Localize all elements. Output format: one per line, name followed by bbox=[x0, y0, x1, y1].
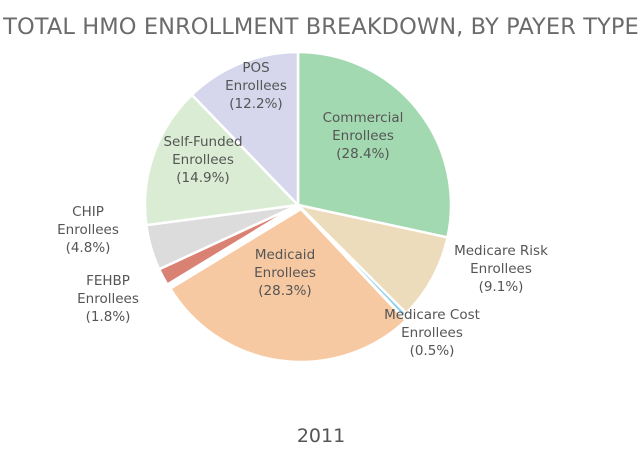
slice-label-line: POS bbox=[242, 60, 269, 76]
labels-layer: Commercial Enrollees (28.4%) Medicare Risk E… bbox=[57, 60, 548, 359]
pie-slice-medicaid bbox=[168, 207, 408, 364]
slice-label-medicare-cost: Medicare Cost Enrollees (0.5%) bbox=[384, 307, 480, 359]
slice-label-line: CHIP bbox=[72, 204, 104, 220]
chart-caption: 2011 bbox=[296, 425, 346, 447]
chart-title: TOTAL HMO ENROLLMENT BREAKDOWN, BY PAYER… bbox=[3, 14, 639, 40]
slice-label-line: Enrollees bbox=[401, 325, 463, 341]
slice-label-medicaid: Medicaid Enrollees (28.3%) bbox=[254, 247, 316, 299]
slice-label-line: Enrollees bbox=[172, 152, 234, 168]
slice-label-pos: POS Enrollees (12.2%) bbox=[225, 60, 287, 112]
slices-layer bbox=[143, 50, 453, 364]
slice-label-line: Commercial bbox=[323, 110, 404, 126]
slice-label-line: Enrollees bbox=[254, 265, 316, 281]
slice-label-line: Medicare Risk bbox=[454, 243, 548, 259]
slice-label-line: Medicare Cost bbox=[384, 307, 480, 323]
pie-slice-medicare-risk bbox=[294, 202, 450, 315]
slice-label-line: Enrollees bbox=[332, 128, 394, 144]
pie-slice-pos bbox=[190, 50, 300, 209]
slice-label-line: Enrollees bbox=[470, 261, 532, 277]
slice-label-line: Medicaid bbox=[255, 247, 315, 263]
slice-label-line: Self-Funded bbox=[163, 134, 242, 150]
slice-label-chip: CHIP Enrollees (4.8%) bbox=[57, 204, 119, 256]
slice-label-fehbp: FEHBP Enrollees (1.8%) bbox=[77, 273, 139, 325]
pie-slice-commercial bbox=[296, 50, 453, 239]
slice-label-line: (28.3%) bbox=[258, 283, 311, 299]
slice-label-line: (14.9%) bbox=[176, 170, 229, 186]
slice-label-line: Enrollees bbox=[225, 78, 287, 94]
slice-label-medicare-risk: Medicare Risk Enrollees (9.1%) bbox=[454, 243, 548, 295]
slice-label-commercial: Commercial Enrollees (28.4%) bbox=[323, 110, 404, 162]
slice-label-line: (4.8%) bbox=[66, 240, 111, 256]
slice-label-line: Enrollees bbox=[57, 222, 119, 238]
slice-label-line: (0.5%) bbox=[410, 343, 455, 359]
slice-label-line: Enrollees bbox=[77, 291, 139, 307]
slice-label-line: (1.8%) bbox=[86, 309, 131, 325]
slice-label-line: FEHBP bbox=[86, 273, 130, 289]
slice-label-self-funded: Self-Funded Enrollees (14.9%) bbox=[163, 134, 242, 186]
slice-label-line: (9.1%) bbox=[479, 279, 524, 295]
slice-label-line: (28.4%) bbox=[336, 146, 389, 162]
pie-slice-self-funded bbox=[143, 93, 301, 227]
slice-label-line: (12.2%) bbox=[229, 96, 282, 112]
